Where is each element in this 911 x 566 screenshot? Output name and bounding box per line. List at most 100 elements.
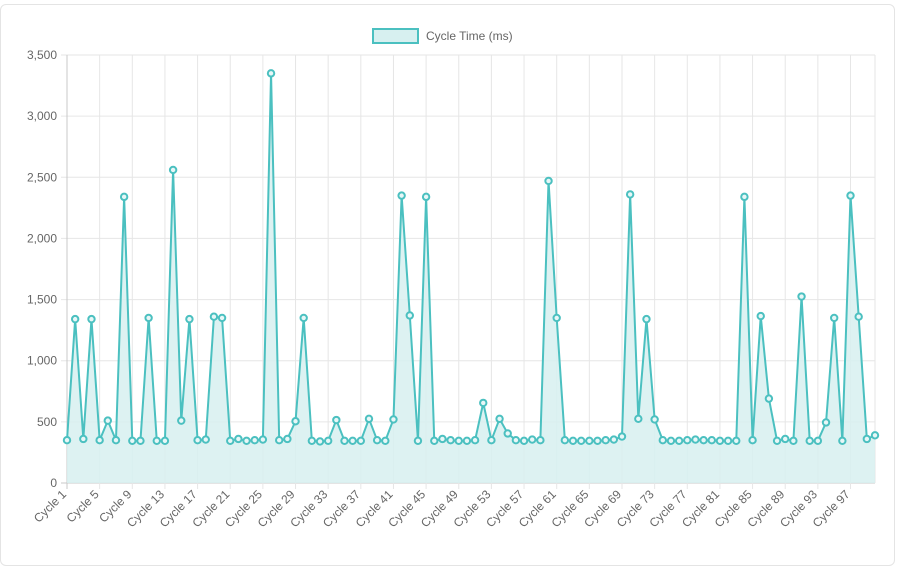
data-point[interactable] [234,434,243,444]
data-point[interactable] [291,417,300,426]
data-point[interactable] [756,311,765,321]
data-point[interactable] [593,436,602,446]
data-point[interactable] [364,414,374,423]
data-point[interactable] [560,436,570,445]
data-point[interactable] [519,436,529,446]
data-point[interactable] [683,436,692,445]
data-point[interactable] [650,415,659,424]
data-point[interactable] [389,415,398,424]
data-point[interactable] [576,436,586,446]
data-point[interactable] [446,436,455,445]
data-point[interactable] [323,436,333,446]
data-point[interactable] [70,314,80,324]
data-point[interactable] [372,436,382,445]
data-point[interactable] [568,436,578,446]
data-point[interactable] [634,414,643,423]
data-point[interactable] [625,190,635,199]
data-point[interactable] [797,292,806,301]
legend-label[interactable]: Cycle Time (ms) [426,29,513,43]
data-point[interactable] [136,436,145,446]
data-point[interactable] [536,436,545,445]
data-point[interactable] [160,436,170,446]
data-point[interactable] [258,435,268,444]
data-point[interactable] [103,416,113,425]
data-point[interactable] [732,436,741,446]
data-point[interactable] [348,436,357,446]
data-point[interactable] [356,436,366,446]
legend-swatch[interactable] [372,28,419,44]
data-point[interactable] [201,435,210,444]
data-point[interactable] [487,436,496,445]
data-point[interactable] [168,165,178,175]
data-point[interactable] [111,436,121,445]
data-point[interactable] [658,436,667,445]
data-point[interactable] [119,192,129,202]
data-point[interactable] [805,436,814,446]
data-point[interactable] [299,313,308,323]
data-point[interactable] [421,192,431,202]
data-point[interactable] [846,191,855,200]
data-point[interactable] [829,313,839,323]
data-point[interactable] [617,432,627,441]
data-point[interactable] [503,429,512,438]
data-point[interactable] [585,436,594,446]
data-point[interactable] [226,436,235,446]
data-point[interactable] [128,436,137,446]
data-point[interactable] [707,436,716,445]
data-point[interactable] [813,436,823,446]
data-point[interactable] [397,191,406,200]
data-point[interactable] [699,436,708,445]
data-point[interactable] [601,436,610,445]
data-point[interactable] [95,436,104,445]
data-point[interactable] [552,313,561,323]
data-point[interactable] [217,313,227,323]
data-point[interactable] [642,314,651,324]
data-point[interactable] [666,436,676,446]
data-point[interactable] [185,314,194,324]
data-point[interactable] [723,436,733,446]
data-point[interactable] [748,436,757,445]
data-point[interactable] [862,434,872,444]
data-point[interactable] [715,436,725,446]
data-point[interactable] [870,431,880,440]
data-point[interactable] [495,414,504,423]
data-point[interactable] [413,436,423,446]
data-point[interactable] [528,435,537,444]
data-point[interactable] [250,436,259,445]
data-point[interactable] [479,398,488,408]
data-point[interactable] [772,436,782,446]
data-point[interactable] [266,69,276,78]
legend[interactable]: Cycle Time (ms) [372,28,513,44]
data-point[interactable] [781,434,790,444]
data-point[interactable] [740,192,749,202]
data-point[interactable] [177,416,186,425]
data-point[interactable] [405,311,414,320]
data-point[interactable] [454,436,463,446]
data-point[interactable] [144,313,153,323]
data-point[interactable] [691,435,700,444]
data-point[interactable] [307,436,317,446]
data-point[interactable] [821,418,831,427]
data-point[interactable] [764,394,774,403]
data-point[interactable] [838,436,847,446]
data-point[interactable] [381,436,390,446]
data-point[interactable] [340,436,349,446]
data-point[interactable] [193,436,202,445]
data-point[interactable] [470,436,480,445]
data-point[interactable] [789,436,798,446]
data-point[interactable] [209,312,219,321]
data-point[interactable] [242,436,251,446]
data-point[interactable] [674,436,684,446]
data-point[interactable] [62,436,72,445]
data-point[interactable] [152,436,161,446]
data-point[interactable] [511,436,521,445]
data-point[interactable] [438,434,447,444]
data-point[interactable] [332,415,341,425]
data-point[interactable] [609,435,619,444]
data-point[interactable] [544,176,553,186]
data-point[interactable] [283,434,292,444]
data-point[interactable] [462,436,472,446]
data-point[interactable] [854,312,863,321]
data-point[interactable] [430,436,439,446]
data-point[interactable] [275,436,284,445]
